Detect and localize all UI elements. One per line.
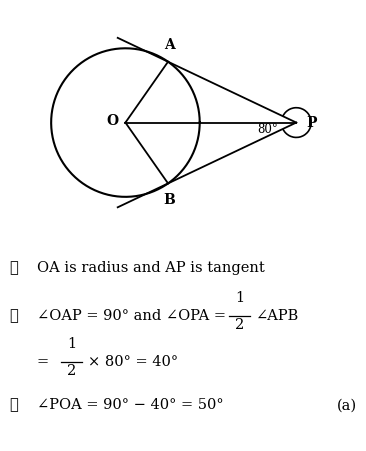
Text: ∠POA = 90° − 40° = 50°: ∠POA = 90° − 40° = 50°: [37, 398, 223, 412]
Text: 1: 1: [67, 337, 76, 351]
Text: 1: 1: [235, 291, 244, 305]
Text: 2: 2: [235, 318, 244, 332]
Text: 2: 2: [67, 364, 76, 377]
Text: OA is radius and AP is tangent: OA is radius and AP is tangent: [37, 262, 264, 276]
Text: ∠APB: ∠APB: [256, 309, 299, 323]
Text: B: B: [164, 193, 175, 207]
Text: × 80° = 40°: × 80° = 40°: [88, 354, 178, 369]
Text: P: P: [307, 115, 317, 129]
Text: ∠OAP = 90° and ∠OPA =: ∠OAP = 90° and ∠OPA =: [37, 309, 225, 323]
Text: ∴: ∴: [9, 309, 18, 323]
Text: A: A: [164, 38, 175, 52]
Text: =: =: [37, 354, 49, 369]
Text: ∴: ∴: [9, 398, 18, 412]
Text: ∴: ∴: [9, 262, 18, 276]
Text: (a): (a): [337, 398, 357, 412]
Text: O: O: [106, 114, 118, 128]
Text: 80°: 80°: [258, 124, 279, 137]
